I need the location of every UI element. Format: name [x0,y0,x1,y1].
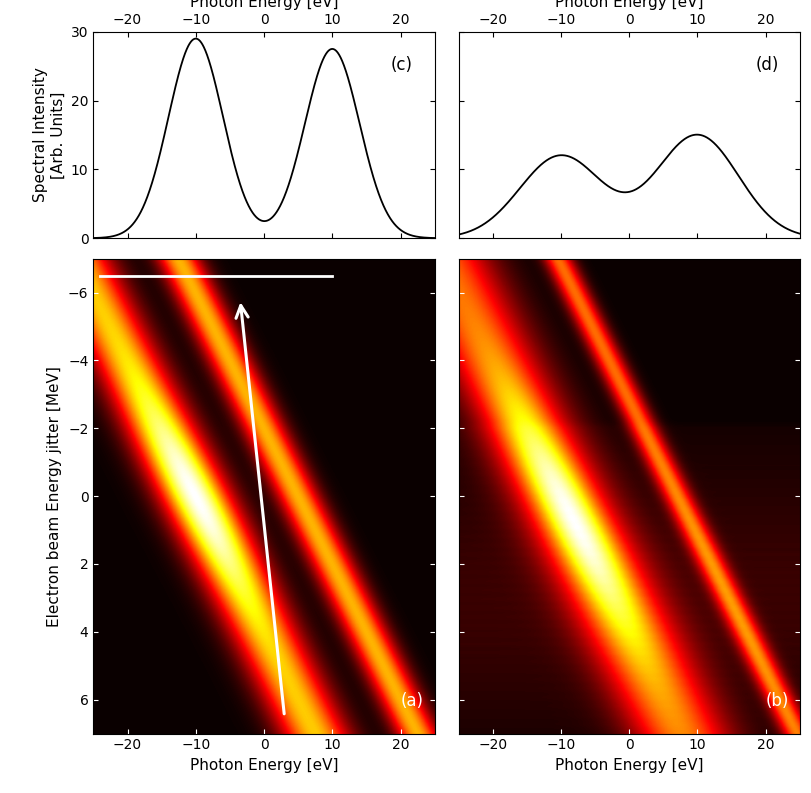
Y-axis label: Spectral Intensity
[Arb. Units]: Spectral Intensity [Arb. Units] [33,67,65,202]
X-axis label: Photon Energy [eV]: Photon Energy [eV] [554,0,702,10]
Text: (b): (b) [765,691,788,710]
X-axis label: Photon Energy [eV]: Photon Energy [eV] [554,758,702,773]
Text: (a): (a) [400,691,423,710]
Text: (d): (d) [754,56,778,75]
Text: (c): (c) [390,56,412,75]
X-axis label: Photon Energy [eV]: Photon Energy [eV] [190,0,338,10]
Y-axis label: Electron beam Energy jitter [MeV]: Electron beam Energy jitter [MeV] [47,366,62,626]
X-axis label: Photon Energy [eV]: Photon Energy [eV] [190,758,338,773]
